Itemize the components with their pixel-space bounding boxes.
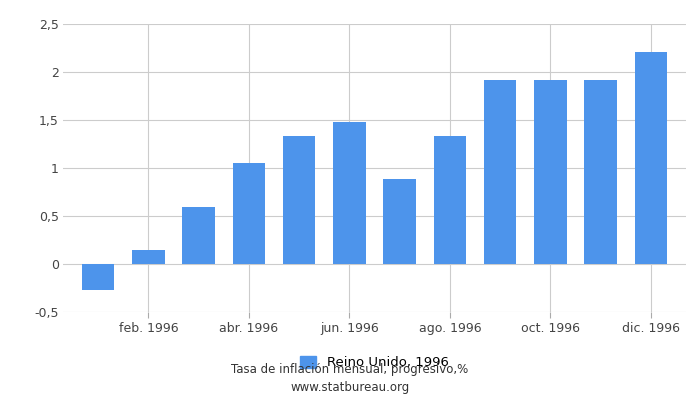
Bar xyxy=(333,122,365,264)
Legend: Reino Unido, 1996: Reino Unido, 1996 xyxy=(300,356,449,370)
Bar xyxy=(384,178,416,264)
Bar xyxy=(132,250,164,264)
Bar xyxy=(232,163,265,264)
Bar xyxy=(433,136,466,264)
Bar xyxy=(82,264,115,290)
Bar xyxy=(182,207,215,264)
Bar xyxy=(634,52,667,264)
Bar xyxy=(484,80,517,264)
Bar xyxy=(534,80,567,264)
Text: www.statbureau.org: www.statbureau.org xyxy=(290,382,410,394)
Text: Tasa de inflación mensual, progresivo,%: Tasa de inflación mensual, progresivo,% xyxy=(232,364,468,376)
Bar xyxy=(283,136,316,264)
Bar xyxy=(584,80,617,264)
